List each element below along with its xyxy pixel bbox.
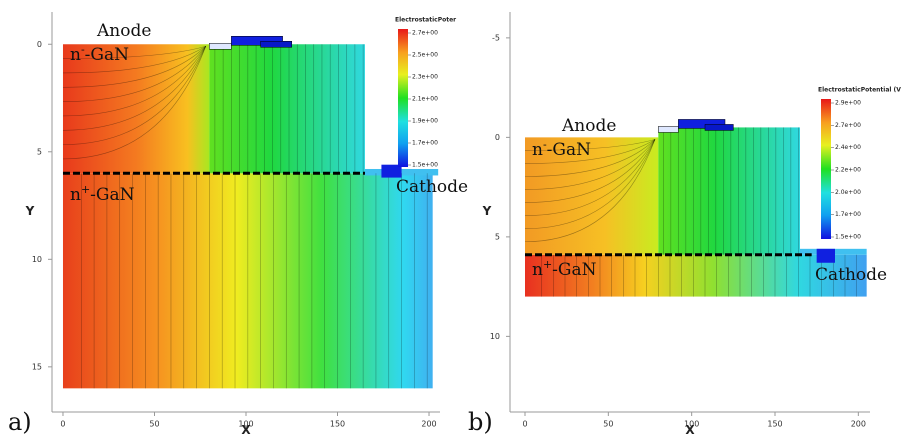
colorbar-tick-label: 2.4e+00 (835, 144, 861, 151)
x-tick-label: 100 (238, 420, 253, 429)
contour-line (62, 46, 206, 74)
cathode-pad (816, 248, 835, 263)
label-base: n (70, 185, 81, 205)
contour-line (524, 139, 656, 190)
x-tick-label: 150 (767, 420, 782, 429)
substrate-field (525, 254, 867, 297)
n-plus-label: n+-GaN (70, 183, 135, 205)
x-tick-label: 150 (330, 420, 345, 429)
y-tick-label: 0 (495, 133, 500, 142)
metal-pad (678, 119, 726, 129)
x-axis-label: X (241, 423, 251, 437)
colorbar-tick-label: 2.2e+00 (835, 167, 861, 174)
substrate-field (62, 173, 433, 389)
contour-line (524, 139, 656, 243)
drift-field (525, 137, 659, 255)
metal-pad (260, 41, 293, 48)
contour-line (62, 46, 207, 131)
label-base: n (70, 45, 81, 65)
x-tick-label: 0 (522, 420, 527, 429)
colorbar-tick-label: 2.0e+00 (835, 189, 861, 196)
anode-label: Anode (96, 21, 151, 41)
colorbar-tick-label: 1.9e+00 (412, 118, 438, 125)
label-sup: + (543, 258, 552, 271)
colorbar-tick-label: 1.7e+00 (412, 140, 438, 147)
colorbar-title: ElectrostaticPotential (V (818, 87, 901, 94)
x-tick-label: 0 (60, 420, 65, 429)
y-tick-label: 15 (32, 362, 42, 371)
cathode-label: Cathode (815, 265, 887, 285)
metal-pad (231, 36, 283, 46)
contour-line (524, 139, 656, 203)
label-base: n (532, 260, 543, 280)
panel-label: b) (468, 408, 493, 436)
contour-line (62, 46, 206, 88)
contour-line (62, 46, 206, 117)
contour-line (524, 139, 656, 216)
colorbar-tick-label: 1.7e+00 (835, 211, 861, 218)
y-tick-label: -5 (492, 33, 500, 42)
label-base: n (532, 140, 543, 160)
colorbar (398, 29, 408, 167)
panel-a: 0 50 100 150 200 0 5 10 15 X Ya) ElectrostaticPoter… (8, 12, 468, 437)
contour-line (524, 139, 656, 151)
contour-line (62, 46, 206, 102)
colorbar-tick-label: 2.3e+00 (412, 74, 438, 81)
x-tick-label: 200 (851, 420, 866, 429)
y-axis-label: Y (25, 204, 35, 218)
n-minus-label: n--GaN (532, 138, 591, 160)
colorbar-tick-label: 2.7e+00 (835, 122, 861, 129)
colorbar-tick-label: 2.1e+00 (412, 96, 438, 103)
contour-line (62, 46, 207, 160)
drift-field (62, 44, 210, 174)
contour-line (524, 139, 656, 164)
anode-label: Anode (561, 116, 616, 136)
cathode-pad (381, 164, 402, 178)
metal-pad (704, 124, 734, 131)
y-tick-label: 0 (37, 40, 42, 49)
label-sup: - (81, 43, 85, 56)
contour-line (524, 139, 656, 177)
x-tick-label: 200 (421, 420, 436, 429)
y-tick-label: 5 (495, 232, 500, 241)
y-axis-label: Y (482, 204, 492, 218)
colorbar-tick-label: 2.7e+00 (412, 30, 438, 37)
panel-b: 0 50 100 150 200 -5 0 5 10 X Yb) ElectrostaticPoten… (468, 12, 901, 437)
y-tick-label: 5 (37, 147, 42, 156)
colorbar (821, 99, 831, 239)
colorbar-tick-label: 2.9e+00 (835, 100, 861, 107)
label-rest: -GaN (85, 45, 129, 65)
x-tick-label: 50 (149, 420, 159, 429)
panel-label: a) (8, 408, 32, 436)
colorbar-tick-label: 1.5e+00 (412, 162, 438, 169)
y-tick-label: 10 (490, 332, 500, 341)
x-tick-label: 50 (603, 420, 613, 429)
label-rest: -GaN (90, 185, 134, 205)
contour-line (62, 45, 206, 59)
anode-contact (658, 126, 679, 133)
cathode-label: Cathode (396, 177, 468, 197)
contour-line (524, 139, 656, 229)
mesa-field (209, 44, 365, 174)
label-rest: -GaN (547, 140, 591, 160)
label-rest: -GaN (552, 260, 596, 280)
x-axis-label: X (685, 423, 695, 437)
contour-line (62, 46, 207, 145)
anode-contact (209, 43, 232, 50)
colorbar-tick-label: 1.5e+00 (835, 234, 861, 241)
colorbar-title: ElectrostaticPoter (395, 17, 456, 24)
y-tick-label: 10 (32, 255, 42, 264)
colorbar-tick-label: 2.5e+00 (412, 52, 438, 59)
x-tick-label: 100 (684, 420, 699, 429)
label-sup: - (543, 138, 547, 151)
n-minus-label: n--GaN (70, 43, 129, 65)
n-plus-label: n+-GaN (532, 258, 597, 280)
label-sup: + (81, 183, 90, 196)
mesa-field (658, 127, 800, 255)
